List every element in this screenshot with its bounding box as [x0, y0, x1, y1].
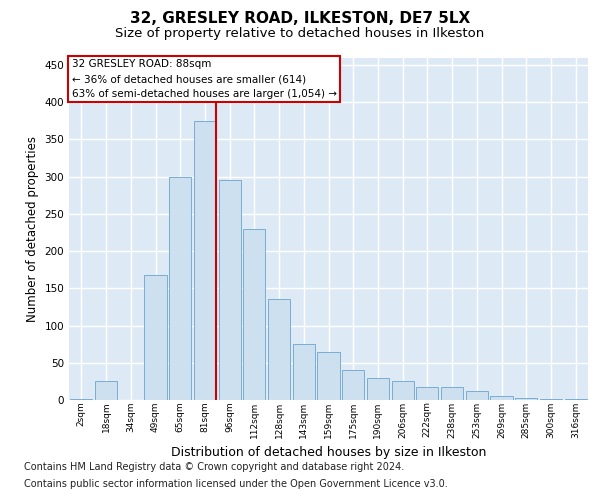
Bar — [515, 398, 538, 400]
Bar — [194, 121, 216, 400]
Text: Contains HM Land Registry data © Crown copyright and database right 2024.: Contains HM Land Registry data © Crown c… — [24, 462, 404, 472]
Bar — [416, 386, 439, 400]
Bar — [268, 300, 290, 400]
Bar — [367, 378, 389, 400]
Bar — [540, 398, 562, 400]
Text: Contains public sector information licensed under the Open Government Licence v3: Contains public sector information licen… — [24, 479, 448, 489]
Bar — [466, 391, 488, 400]
Bar — [145, 275, 167, 400]
Text: 32 GRESLEY ROAD: 88sqm
← 36% of detached houses are smaller (614)
63% of semi-de: 32 GRESLEY ROAD: 88sqm ← 36% of detached… — [71, 59, 337, 99]
Bar — [243, 229, 265, 400]
Bar — [441, 386, 463, 400]
Bar — [392, 382, 414, 400]
Text: Size of property relative to detached houses in Ilkeston: Size of property relative to detached ho… — [115, 28, 485, 40]
Bar — [95, 382, 117, 400]
Bar — [317, 352, 340, 400]
Bar — [169, 176, 191, 400]
Bar — [342, 370, 364, 400]
X-axis label: Distribution of detached houses by size in Ilkeston: Distribution of detached houses by size … — [171, 446, 486, 459]
Bar — [490, 396, 512, 400]
Bar — [70, 398, 92, 400]
Bar — [218, 180, 241, 400]
Text: 32, GRESLEY ROAD, ILKESTON, DE7 5LX: 32, GRESLEY ROAD, ILKESTON, DE7 5LX — [130, 11, 470, 26]
Y-axis label: Number of detached properties: Number of detached properties — [26, 136, 39, 322]
Bar — [293, 344, 315, 400]
